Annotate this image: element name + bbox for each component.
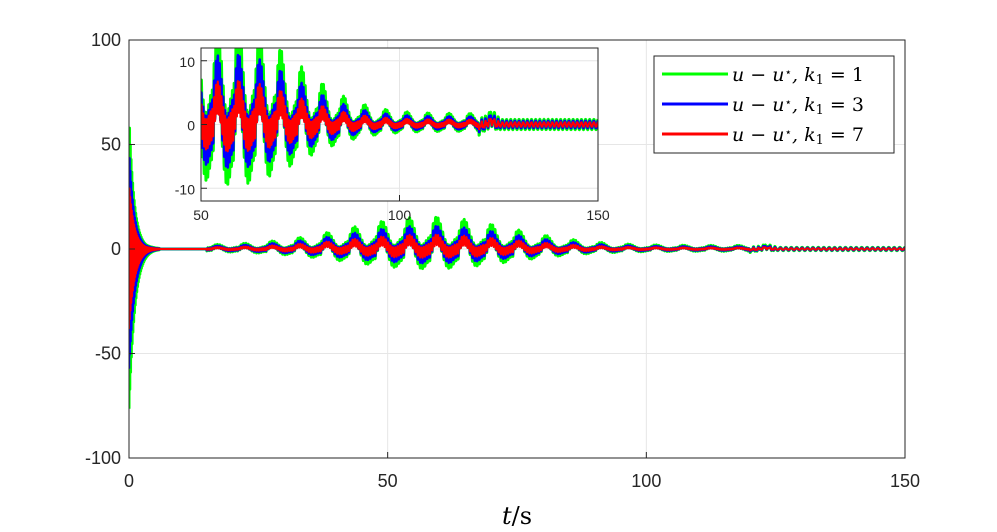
inset-ytick-label: 10 bbox=[179, 54, 195, 70]
x-axis-label-var: t bbox=[502, 502, 512, 530]
legend-label-3: u − u⋆, k1 = 7 bbox=[732, 124, 864, 148]
main-ytick-label: 100 bbox=[91, 30, 121, 50]
inset-series-line-3 bbox=[201, 80, 598, 153]
inset-ticks: 50 100 150 -10 0 10 bbox=[175, 54, 610, 223]
inset-ytick-label: -10 bbox=[175, 181, 195, 197]
legend: u − u⋆, k1 = 1 u − u⋆, k1 = 3 u − u⋆, k1 =… bbox=[653, 55, 895, 154]
main-ytick-label: 50 bbox=[101, 135, 121, 155]
main-ytick-label: -100 bbox=[85, 448, 121, 468]
inset-ytick-label: 0 bbox=[187, 118, 195, 134]
main-series-group bbox=[129, 126, 905, 409]
main-xtick-label: 100 bbox=[631, 471, 661, 491]
main-xtick-label: 0 bbox=[124, 471, 134, 491]
main-ytick-label: -50 bbox=[95, 344, 121, 364]
x-axis-label: t/s bbox=[502, 502, 532, 530]
inset-xtick-label: 150 bbox=[586, 207, 610, 223]
x-axis-label-unit: /s bbox=[512, 502, 532, 530]
legend-label-2: u − u⋆, k1 = 3 bbox=[732, 94, 864, 118]
main-ytick-label: 0 bbox=[111, 239, 121, 259]
inset-xtick-label: 50 bbox=[193, 207, 209, 223]
legend-entries: u − u⋆, k1 = 1 u − u⋆, k1 = 3 u − u⋆, k1 =… bbox=[662, 64, 864, 148]
legend-label-1: u − u⋆, k1 = 1 bbox=[732, 64, 864, 88]
inset-xtick-label: 100 bbox=[388, 207, 412, 223]
main-xtick-label: 50 bbox=[378, 471, 398, 491]
main-xtick-label: 150 bbox=[890, 471, 920, 491]
inset-axes: 50 100 150 -10 0 10 bbox=[175, 47, 610, 223]
main-series-line-3 bbox=[129, 187, 905, 329]
inset-series-group bbox=[201, 48, 598, 186]
